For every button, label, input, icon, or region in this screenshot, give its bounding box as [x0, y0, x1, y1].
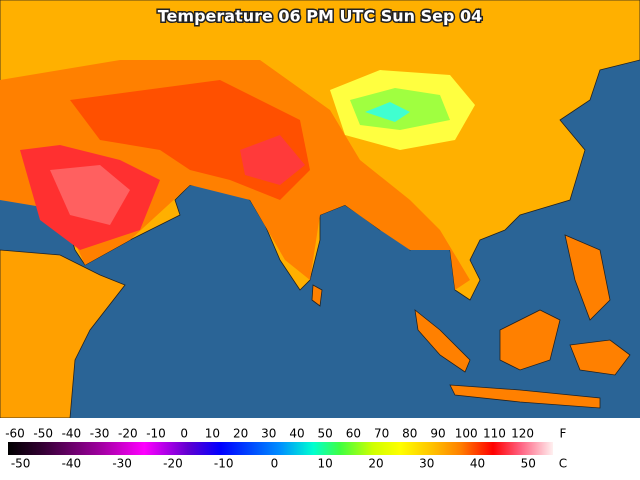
- f-tick-label: 50: [318, 427, 333, 441]
- hot-spot: [240, 135, 305, 185]
- f-tick-label: -40: [62, 427, 82, 441]
- f-tick-label: 10: [205, 427, 220, 441]
- c-unit: C: [559, 457, 567, 471]
- land: [569, 339, 631, 376]
- c-tick-label: -10: [214, 457, 234, 471]
- c-tick-label: 40: [470, 457, 485, 471]
- color-scale: [8, 442, 553, 455]
- f-tick-label: 70: [374, 427, 389, 441]
- land: [414, 309, 471, 373]
- f-tick-label: 20: [233, 427, 248, 441]
- c-tick-label: -30: [112, 457, 132, 471]
- land: [449, 384, 601, 409]
- f-tick-label: 120: [511, 427, 534, 441]
- f-tick-label: 30: [261, 427, 276, 441]
- land: [311, 284, 323, 307]
- f-tick-label: -50: [33, 427, 53, 441]
- f-tick-label: 80: [402, 427, 417, 441]
- c-tick-label: 10: [318, 457, 333, 471]
- land: [564, 234, 611, 321]
- cold-core: [365, 102, 410, 122]
- map: [0, 0, 640, 419]
- c-tick-label: 20: [368, 457, 383, 471]
- f-tick-label: 100: [455, 427, 478, 441]
- f-tick-label: -10: [146, 427, 166, 441]
- c-tick-label: 0: [271, 457, 279, 471]
- c-tick-label: 50: [521, 457, 536, 471]
- c-tick-label: -20: [163, 457, 183, 471]
- c-tick-label: 30: [419, 457, 434, 471]
- f-unit: F: [560, 427, 567, 441]
- f-tick-label: 0: [180, 427, 188, 441]
- f-tick-label: 60: [346, 427, 361, 441]
- land: [499, 309, 561, 371]
- c-tick-label: -40: [62, 457, 82, 471]
- f-tick-label: -60: [5, 427, 25, 441]
- hottest-core: [50, 165, 130, 225]
- map-title: Temperature 06 PM UTC Sun Sep 04: [158, 7, 482, 26]
- c-tick-label: -50: [11, 457, 31, 471]
- f-tick-label: -20: [118, 427, 138, 441]
- f-tick-label: 40: [289, 427, 304, 441]
- f-tick-label: 110: [483, 427, 506, 441]
- f-tick-label: -30: [90, 427, 110, 441]
- f-tick-label: 90: [430, 427, 445, 441]
